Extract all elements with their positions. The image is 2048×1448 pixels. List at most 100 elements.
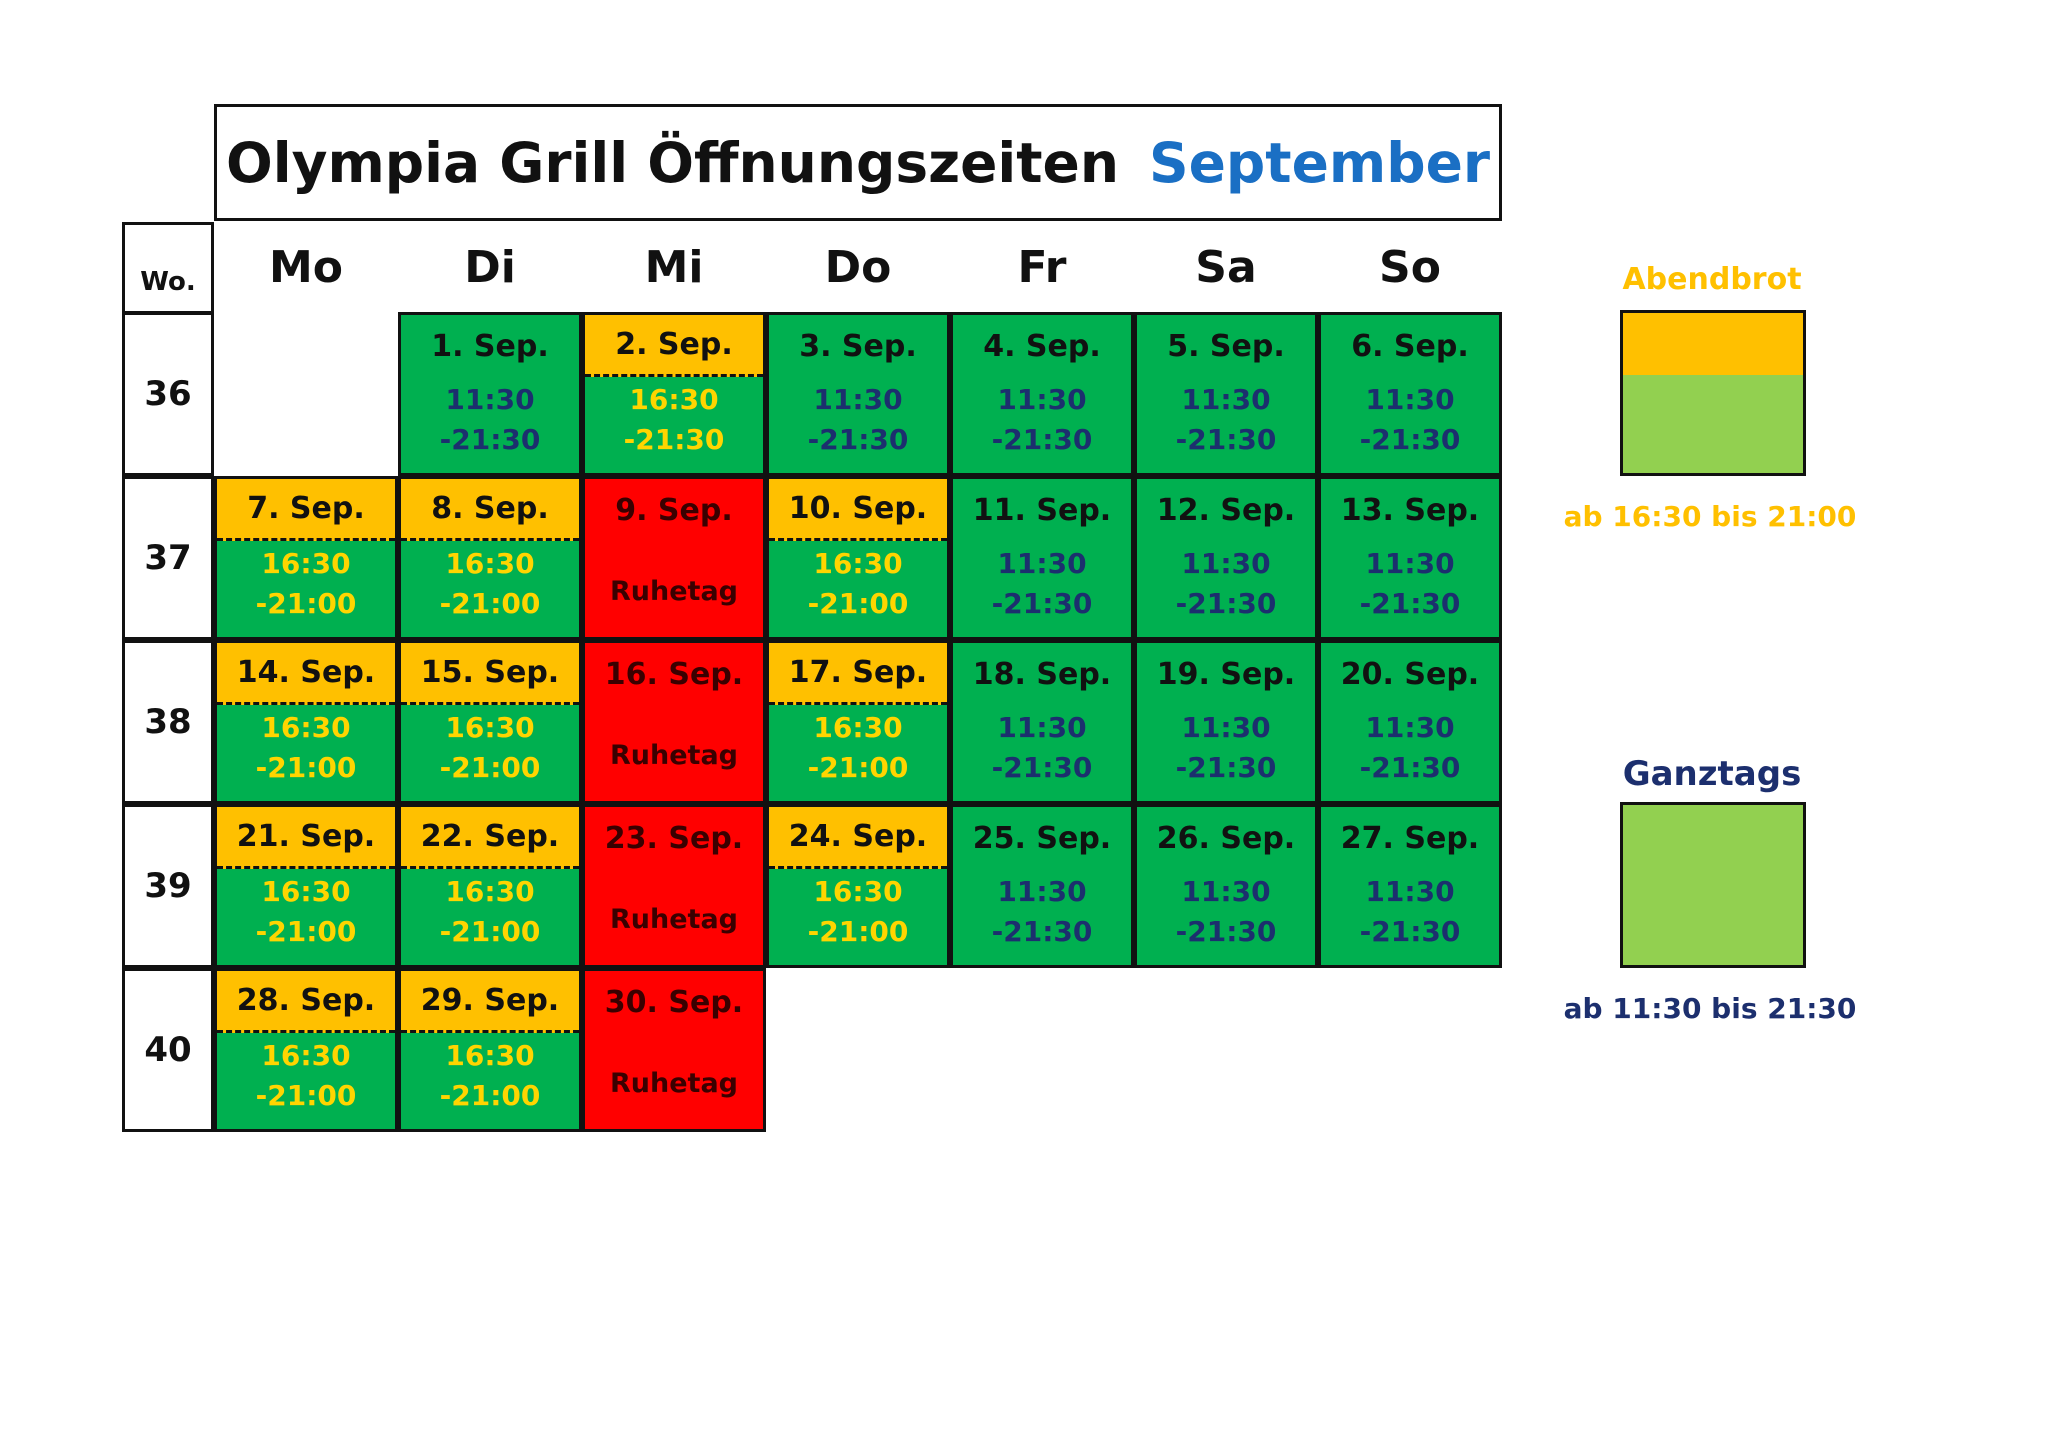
opening-time: 16:30 — [261, 546, 351, 580]
closing-time: -21:30 — [1175, 914, 1277, 948]
day-cell-sa: 5. Sep. 11:30 -21:30 — [1134, 312, 1318, 476]
opening-time: 11:30 — [997, 546, 1087, 580]
day-date: 18. Sep. — [972, 656, 1112, 692]
day-date: 3. Sep. — [799, 328, 917, 364]
legend-full-note: ab 11:30 bis 21:30 — [1563, 992, 1857, 1025]
day-header-fr: Fr — [1017, 241, 1067, 293]
title-month: September — [1149, 130, 1490, 195]
day-cell-mo: 28. Sep. 16:30 -21:00 — [214, 968, 398, 1132]
day-header-di: Di — [464, 241, 516, 293]
day-cell-mo: 14. Sep. 16:30 -21:00 — [214, 640, 398, 804]
closing-time: -21:30 — [991, 422, 1093, 456]
legend-evening-swatch — [1620, 310, 1806, 476]
day-cell-di: 1. Sep. 11:30 -21:30 — [398, 312, 582, 476]
day-header-so: So — [1379, 241, 1441, 293]
day-date: 8. Sep. — [401, 479, 579, 541]
closing-time: -21:00 — [439, 914, 541, 948]
day-cell-mi: 30. Sep. Ruhetag — [582, 968, 766, 1132]
day-cell-so: 13. Sep. 11:30 -21:30 — [1318, 476, 1502, 640]
opening-time: 11:30 — [445, 382, 535, 416]
opening-time: 16:30 — [629, 382, 719, 416]
legend-full-swatch — [1620, 802, 1806, 968]
week-number-40: 40 — [122, 968, 214, 1132]
opening-time: 11:30 — [997, 874, 1087, 908]
day-date: 19. Sep. — [1156, 656, 1296, 692]
day-cell-so: 6. Sep. 11:30 -21:30 — [1318, 312, 1502, 476]
day-cell-di: 29. Sep. 16:30 -21:00 — [398, 968, 582, 1132]
day-cell-do: 3. Sep. 11:30 -21:30 — [766, 312, 950, 476]
week-number-label: 37 — [144, 538, 192, 578]
day-header-sa: Sa — [1195, 241, 1257, 293]
day-date: 15. Sep. — [401, 643, 579, 705]
opening-time: 11:30 — [1365, 382, 1455, 416]
rest-day-label: Ruhetag — [610, 903, 738, 935]
day-cell-fr: 18. Sep. 11:30 -21:30 — [950, 640, 1134, 804]
day-cell-do: 24. Sep. 16:30 -21:00 — [766, 804, 950, 968]
day-date: 28. Sep. — [217, 971, 395, 1033]
closing-time: -21:30 — [1175, 422, 1277, 456]
day-cell-so: 27. Sep. 11:30 -21:30 — [1318, 804, 1502, 968]
title-box: Olympia Grill Öffnungszeiten September — [214, 104, 1502, 221]
opening-time: 16:30 — [261, 710, 351, 744]
day-date: 13. Sep. — [1340, 492, 1480, 528]
day-date: 26. Sep. — [1156, 820, 1296, 856]
day-header-mi: Mi — [644, 241, 704, 293]
closing-time: -21:00 — [255, 914, 357, 948]
opening-time: 16:30 — [445, 546, 535, 580]
closing-time: -21:30 — [1359, 750, 1461, 784]
day-date: 16. Sep. — [604, 656, 744, 692]
opening-time: 16:30 — [261, 1038, 351, 1072]
day-date: 10. Sep. — [769, 479, 947, 541]
day-date: 5. Sep. — [1167, 328, 1285, 364]
closing-time: -21:30 — [623, 422, 725, 456]
closing-time: -21:30 — [1359, 914, 1461, 948]
week-number-38: 38 — [122, 640, 214, 804]
opening-time: 11:30 — [1181, 546, 1271, 580]
day-cell-fr: 25. Sep. 11:30 -21:30 — [950, 804, 1134, 968]
day-date: 14. Sep. — [217, 643, 395, 705]
day-date: 2. Sep. — [585, 315, 763, 377]
closing-time: -21:00 — [807, 914, 909, 948]
legend-evening-title: Abendbrot — [1622, 262, 1802, 297]
day-cell-sa: 19. Sep. 11:30 -21:30 — [1134, 640, 1318, 804]
closing-time: -21:00 — [439, 586, 541, 620]
day-date: 24. Sep. — [769, 807, 947, 869]
opening-time: 16:30 — [445, 874, 535, 908]
opening-time: 11:30 — [1181, 710, 1271, 744]
week-column-header: Wo. — [122, 222, 214, 314]
day-date: 4. Sep. — [983, 328, 1101, 364]
closing-time: -21:30 — [1175, 750, 1277, 784]
day-cell-do: 17. Sep. 16:30 -21:00 — [766, 640, 950, 804]
closing-time: -21:30 — [991, 750, 1093, 784]
day-header-do: Do — [824, 241, 892, 293]
opening-time: 11:30 — [1365, 710, 1455, 744]
opening-time: 11:30 — [997, 382, 1087, 416]
day-date: 9. Sep. — [615, 492, 733, 528]
day-cell-so: 20. Sep. 11:30 -21:30 — [1318, 640, 1502, 804]
legend-full-title: Ganztags — [1622, 754, 1802, 794]
day-cell-mo: 21. Sep. 16:30 -21:00 — [214, 804, 398, 968]
day-date: 12. Sep. — [1156, 492, 1296, 528]
day-header-mo: Mo — [268, 241, 343, 293]
day-cell-mi: 9. Sep. Ruhetag — [582, 476, 766, 640]
rest-day-label: Ruhetag — [610, 575, 738, 607]
week-number-label: 38 — [144, 702, 192, 742]
opening-time: 11:30 — [1365, 874, 1455, 908]
opening-time: 16:30 — [445, 1038, 535, 1072]
rest-day-label: Ruhetag — [610, 739, 738, 771]
week-number-36: 36 — [122, 312, 214, 476]
opening-time: 11:30 — [1181, 382, 1271, 416]
opening-time: 16:30 — [813, 710, 903, 744]
day-date: 29. Sep. — [401, 971, 579, 1033]
opening-time: 16:30 — [261, 874, 351, 908]
week-number-label: 39 — [144, 866, 192, 906]
opening-time: 16:30 — [813, 546, 903, 580]
week-number-label: 36 — [144, 374, 192, 414]
closing-time: -21:30 — [1359, 422, 1461, 456]
closing-time: -21:30 — [991, 586, 1093, 620]
rest-day-label: Ruhetag — [610, 1067, 738, 1099]
opening-time: 11:30 — [997, 710, 1087, 744]
day-cell-mi: 2. Sep. 16:30 -21:30 — [582, 312, 766, 476]
closing-time: -21:00 — [255, 750, 357, 784]
day-date: 11. Sep. — [972, 492, 1112, 528]
